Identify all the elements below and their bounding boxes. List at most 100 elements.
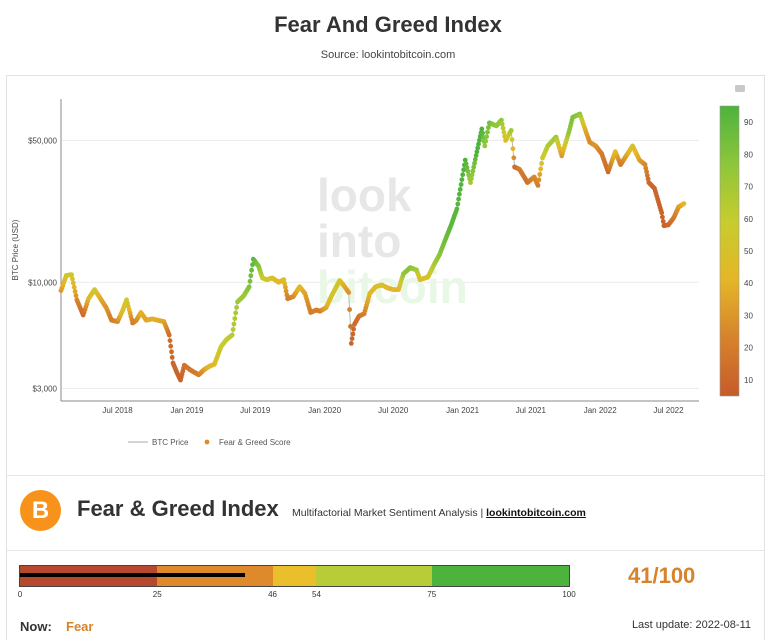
fear-greed-point	[477, 137, 482, 143]
widget-subtitle-text: Multifactorial Market Sentiment Analysis…	[292, 507, 487, 519]
fear-greed-point	[169, 349, 174, 355]
fear-greed-point	[348, 324, 353, 329]
fear-greed-point	[508, 128, 514, 133]
fear-greed-point	[70, 276, 75, 282]
fear-greed-point	[248, 273, 254, 279]
fear-greed-point	[282, 281, 287, 286]
chart-card: $3,000 $10,000 $50,000 Jul 2018 Jan 2019 Jul …	[6, 75, 765, 640]
now-label: Now:	[20, 619, 52, 634]
fear-greed-point	[457, 187, 463, 192]
fear-greed-point	[538, 166, 544, 172]
fear-greed-point	[660, 214, 665, 220]
fear-greed-point	[480, 130, 485, 136]
fear-greed-point	[464, 165, 470, 170]
colorbar	[719, 105, 740, 397]
last-update: Last update: 2022-08-11	[631, 619, 751, 631]
fear-greed-point	[468, 180, 473, 185]
fear-greed-point	[456, 196, 461, 202]
fear-greed-point	[535, 183, 541, 188]
y-tick-label: $10,000	[28, 278, 57, 287]
camera-icon	[735, 85, 745, 92]
fear-greed-point	[169, 355, 175, 360]
fear-greed-point	[166, 332, 172, 338]
fear-greed-point	[460, 172, 466, 178]
fear-greed-point	[347, 307, 352, 312]
fear-greed-point	[457, 191, 462, 197]
fear-greed-point	[247, 278, 253, 284]
fear-greed-point	[536, 177, 542, 183]
fear-greed-point	[499, 121, 505, 127]
x-tick-label: Jan 2022	[584, 406, 617, 415]
gauge-segment	[431, 566, 569, 586]
fear-greed-point	[485, 129, 490, 135]
fear-greed-point	[232, 316, 238, 321]
fear-greed-point	[463, 161, 469, 167]
fear-greed-point	[643, 165, 649, 171]
colorbar-tick-label: 60	[744, 215, 753, 224]
bitcoin-logo-icon: B	[20, 490, 61, 531]
x-tick-label: Jan 2020	[308, 406, 341, 415]
fear-greed-point	[458, 182, 464, 187]
score-value: 41/100	[628, 563, 696, 588]
fear-greed-point	[510, 146, 516, 152]
fear-greed-point	[465, 168, 471, 174]
y-tick-label: $50,000	[28, 136, 57, 145]
fear-greed-gauge	[19, 565, 570, 587]
fear-greed-point	[509, 137, 515, 142]
gauge-tick-label: 100	[562, 590, 576, 599]
gauge-tick-label: 46	[268, 590, 277, 599]
fear-greed-point	[479, 126, 485, 132]
fear-greed-point	[660, 219, 666, 224]
price-chart: $3,000 $10,000 $50,000 Jul 2018 Jan 2019 Jul …	[11, 85, 753, 447]
lookintobitcoin-link[interactable]: lookintobitcoin.com	[486, 507, 586, 519]
fear-greed-point	[644, 173, 650, 178]
fear-greed-point	[483, 138, 489, 144]
gauge-needle	[20, 573, 246, 577]
gauge-segment	[272, 566, 317, 586]
fear-greed-point	[475, 145, 481, 151]
fear-greed-point	[539, 161, 544, 166]
colorbar-tick-label: 80	[744, 150, 753, 159]
fear-greed-point	[454, 206, 460, 212]
gauge-tick-label: 0	[17, 590, 23, 599]
legend-score-swatch	[204, 439, 210, 445]
colorbar-tick-label: 70	[744, 183, 753, 192]
colorbar-tick-label: 40	[744, 279, 753, 288]
fear-greed-point	[681, 201, 687, 207]
fear-greed-point	[350, 331, 356, 337]
fear-greed-point	[500, 125, 506, 131]
fear-greed-point	[246, 284, 252, 290]
fear-greed-point	[69, 272, 74, 278]
fear-greed-point	[461, 167, 466, 173]
x-tick-label: Jul 2020	[378, 406, 409, 415]
fear-greed-point	[283, 284, 288, 290]
fear-greed-points	[58, 111, 687, 383]
colorbar-tick-label: 30	[744, 311, 753, 320]
fear-greed-point	[537, 172, 543, 177]
fear-greed-point	[472, 160, 477, 166]
fear-greed-point	[473, 153, 479, 158]
x-tick-label: Jan 2021	[446, 406, 479, 415]
gauge-tick-label: 25	[152, 590, 162, 599]
fear-greed-point	[482, 143, 488, 149]
x-tick-label: Jul 2018	[102, 406, 133, 415]
legend-price-label: BTC Price	[152, 438, 189, 447]
fear-greed-point	[283, 288, 289, 294]
fear-greed-point	[468, 176, 474, 182]
divider	[6, 550, 765, 551]
fear-greed-point	[511, 155, 517, 161]
fear-greed-point	[484, 134, 489, 140]
fear-greed-point	[474, 149, 480, 155]
colorbar-tick-label: 50	[744, 247, 753, 256]
fear-greed-point	[644, 169, 649, 175]
fear-greed-point	[486, 125, 491, 130]
fear-greed-point	[471, 164, 477, 170]
widget-title: Fear & Greed Index	[77, 496, 279, 521]
divider	[6, 475, 765, 476]
fear-greed-point	[234, 305, 240, 310]
gauge-tick-label: 75	[427, 590, 437, 599]
fear-greed-point	[230, 327, 236, 332]
fear-greed-point	[459, 177, 465, 182]
fear-greed-point	[351, 326, 356, 332]
widget-subtitle: Multifactorial Market Sentiment Analysis…	[292, 507, 586, 519]
